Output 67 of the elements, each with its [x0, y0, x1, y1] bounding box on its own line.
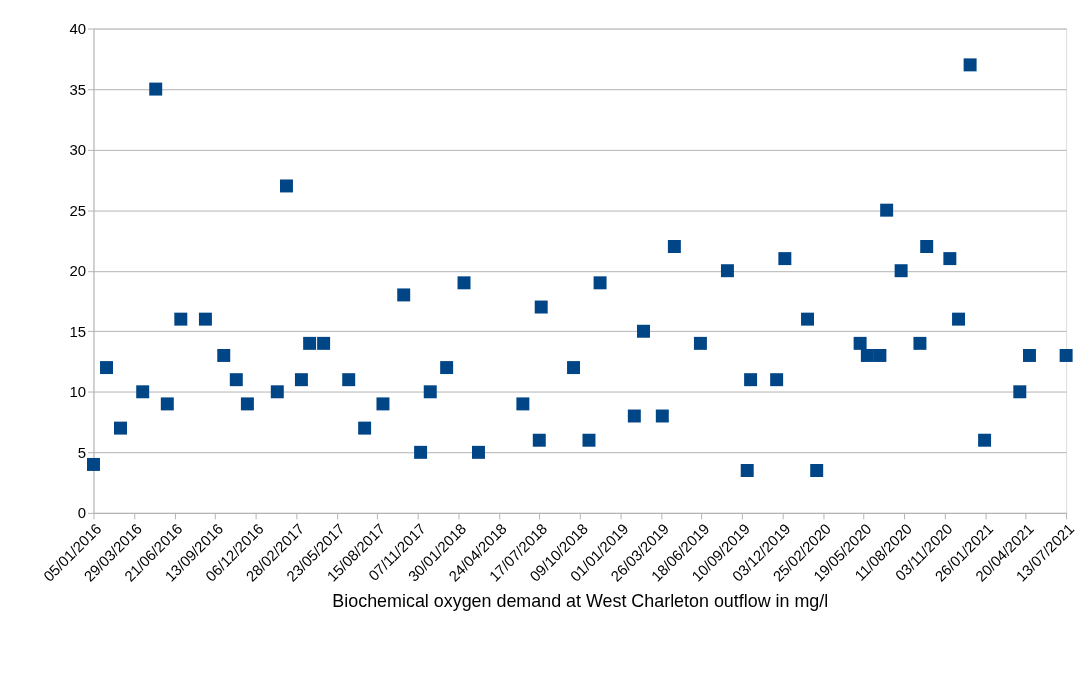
point [294, 373, 308, 387]
y-tick-label: 30 [69, 142, 87, 159]
point [317, 336, 331, 350]
point [136, 385, 150, 399]
point [516, 397, 530, 411]
point [198, 312, 212, 326]
point [376, 397, 390, 411]
point [342, 373, 356, 387]
point [770, 373, 784, 387]
point [913, 336, 927, 350]
point [100, 361, 113, 375]
y-tick-label: 5 [77, 444, 87, 461]
point [801, 312, 815, 326]
point [593, 276, 607, 290]
point [358, 421, 372, 435]
point [810, 464, 824, 477]
point [978, 433, 992, 447]
point [778, 252, 792, 266]
y-tick-label: 35 [69, 81, 87, 98]
point [149, 82, 163, 96]
point [1013, 385, 1027, 399]
y-tick-label: 15 [69, 323, 87, 340]
point [740, 464, 754, 477]
point [279, 179, 293, 193]
y-tick-label: 10 [69, 384, 87, 401]
point [534, 300, 548, 314]
point [860, 348, 874, 362]
y-tick-label: 0 [77, 505, 87, 522]
point [567, 361, 581, 375]
point [229, 373, 243, 387]
point [423, 385, 437, 399]
x-axis-title: Biochemical oxygen demand at West Charleton outflow in mg/l [332, 590, 829, 611]
point [240, 397, 254, 411]
y-tick-label: 20 [69, 263, 87, 280]
point [87, 457, 100, 471]
point [397, 288, 411, 302]
y-tick-label: 40 [69, 21, 87, 38]
point [880, 203, 894, 217]
point [943, 252, 957, 266]
point [303, 336, 317, 350]
point [174, 312, 188, 326]
point [920, 240, 934, 253]
y-tick-label: 25 [69, 202, 87, 219]
point [853, 336, 867, 350]
point [160, 397, 174, 411]
point [414, 445, 428, 459]
point [532, 433, 546, 447]
point [667, 240, 681, 253]
point [637, 324, 650, 338]
point [582, 433, 596, 447]
point [873, 348, 887, 362]
point [457, 276, 471, 290]
point [952, 312, 966, 326]
point [440, 361, 454, 375]
point [1059, 348, 1073, 362]
point [894, 264, 908, 278]
point [744, 373, 758, 387]
point [720, 264, 734, 278]
point [963, 58, 977, 72]
point [472, 445, 485, 459]
point [655, 409, 669, 423]
point [693, 336, 707, 350]
point [270, 385, 284, 399]
point [627, 409, 641, 423]
point [114, 421, 127, 435]
point [217, 348, 231, 362]
point [1022, 348, 1036, 362]
